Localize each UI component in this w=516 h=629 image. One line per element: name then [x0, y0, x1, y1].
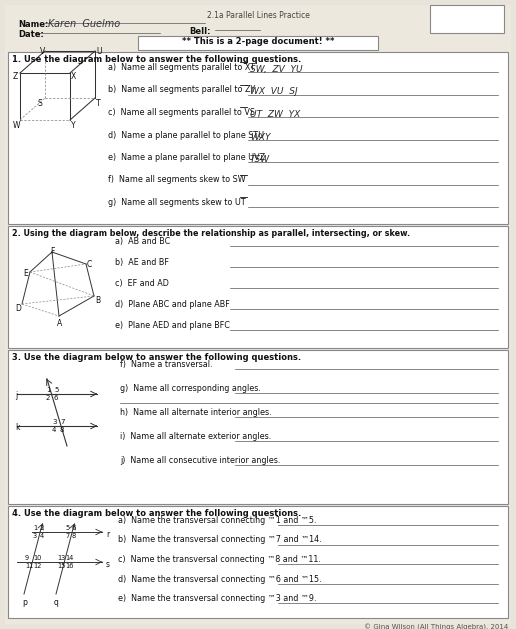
Text: 4: 4 [40, 533, 44, 539]
Text: 8: 8 [60, 427, 64, 433]
Text: g)  Name all corresponding angles.: g) Name all corresponding angles. [120, 384, 261, 393]
Text: D: D [15, 304, 21, 313]
Text: 6: 6 [54, 395, 58, 401]
Text: s: s [106, 560, 110, 569]
Text: 7: 7 [65, 533, 69, 539]
Text: Z: Z [13, 72, 18, 81]
Text: b)  AE and BF: b) AE and BF [115, 258, 169, 267]
Text: 9: 9 [25, 555, 29, 561]
Text: E: E [23, 269, 28, 278]
Text: 2. Using the diagram below, describe the relationship as parallel, intersecting,: 2. Using the diagram below, describe the… [12, 229, 410, 238]
Text: 1. Use the diagram below to answer the following questions.: 1. Use the diagram below to answer the f… [12, 55, 301, 64]
Text: r: r [106, 530, 109, 539]
Text: 5: 5 [65, 525, 69, 531]
Text: S: S [38, 99, 43, 108]
Text: j: j [15, 391, 17, 400]
Text: g)  Name all segments skew to UT: g) Name all segments skew to UT [108, 198, 246, 207]
Text: e)  Name the transversal connecting ™3 and ™9.: e) Name the transversal connecting ™3 an… [118, 594, 316, 603]
Text: a)  Name the transversal connecting ™1 and ™5.: a) Name the transversal connecting ™1 an… [118, 516, 316, 525]
Text: 12: 12 [33, 563, 41, 569]
Text: 5: 5 [54, 387, 58, 393]
Text: a)  AB and BC: a) AB and BC [115, 237, 170, 246]
Text: Bell:: Bell: [189, 27, 211, 36]
Text: j)  Name all consecutive interior angles.: j) Name all consecutive interior angles. [120, 456, 280, 465]
Text: f)  Name all segments skew to SW: f) Name all segments skew to SW [108, 175, 246, 184]
Bar [8, 226, 508, 348]
Text: F: F [50, 247, 54, 256]
Text: WXY: WXY [250, 133, 270, 142]
Text: 1: 1 [33, 525, 37, 531]
Bar [430, 5, 504, 33]
Text: 3: 3 [52, 419, 56, 425]
Text: 15: 15 [57, 563, 66, 569]
Text: 4: 4 [52, 427, 56, 433]
Text: k: k [15, 423, 20, 432]
Text: 3: 3 [33, 533, 37, 539]
Text: Karen  Guelmo: Karen Guelmo [48, 19, 120, 29]
Text: d)  Plane ABC and plane ABF: d) Plane ABC and plane ABF [115, 300, 230, 309]
Text: i)  Name all alternate exterior angles.: i) Name all alternate exterior angles. [120, 432, 271, 441]
Text: h)  Name all alternate interior angles.: h) Name all alternate interior angles. [120, 408, 271, 417]
Text: Y: Y [71, 121, 76, 130]
Text: ** This is a 2-page document! **: ** This is a 2-page document! ** [182, 37, 334, 46]
Text: Date:: Date: [18, 30, 44, 39]
Text: A: A [57, 319, 62, 328]
Text: T: T [96, 99, 101, 108]
Text: UT  ZW  YX: UT ZW YX [250, 110, 300, 119]
Text: W: W [13, 121, 21, 130]
Text: 11: 11 [25, 563, 33, 569]
Text: 1: 1 [46, 387, 51, 393]
Text: 10: 10 [33, 555, 41, 561]
Text: c)  Name the transversal connecting ™8 and ™11.: c) Name the transversal connecting ™8 an… [118, 555, 321, 564]
Text: 4. Use the diagram below to answer the following questions.: 4. Use the diagram below to answer the f… [12, 509, 301, 518]
Text: 2: 2 [46, 395, 51, 401]
Text: SW,  ZV  YU: SW, ZV YU [250, 65, 302, 74]
Text: B: B [95, 296, 100, 305]
Text: f)  Name a transversal.: f) Name a transversal. [120, 360, 213, 369]
Text: Name:: Name: [18, 20, 49, 29]
Text: 6: 6 [72, 525, 76, 531]
Text: U: U [96, 47, 102, 56]
Text: WX  VU  SJ: WX VU SJ [250, 87, 298, 96]
Text: 14: 14 [65, 555, 73, 561]
Text: p: p [22, 598, 27, 607]
Text: d)  Name the transversal connecting ™6 and ™15.: d) Name the transversal connecting ™6 an… [118, 574, 321, 584]
Text: 2.1a Parallel Lines Practice: 2.1a Parallel Lines Practice [206, 11, 310, 20]
Text: 13: 13 [57, 555, 65, 561]
Bar [8, 52, 508, 224]
Bar [8, 350, 508, 504]
Text: c)  Name all segments parallel to VS: c) Name all segments parallel to VS [108, 108, 255, 117]
Text: e)  Plane AED and plane BFC: e) Plane AED and plane BFC [115, 321, 230, 330]
Text: X: X [71, 72, 76, 81]
Text: C: C [87, 260, 92, 269]
Text: 8: 8 [72, 533, 76, 539]
Text: d)  Name a plane parallel to plane STU: d) Name a plane parallel to plane STU [108, 130, 264, 140]
Text: b)  Name the transversal connecting ™7 and ™14.: b) Name the transversal connecting ™7 an… [118, 535, 321, 545]
Text: TSW: TSW [250, 155, 270, 164]
Text: 16: 16 [65, 563, 73, 569]
Bar [138, 36, 378, 50]
Text: a)  Name all segments parallel to XT: a) Name all segments parallel to XT [108, 63, 255, 72]
Text: q: q [54, 598, 59, 607]
Text: 2: 2 [40, 525, 44, 531]
Text: e)  Name a plane parallel to plane UVZ: e) Name a plane parallel to plane UVZ [108, 153, 265, 162]
Text: 3. Use the diagram below to answer the following questions.: 3. Use the diagram below to answer the f… [12, 353, 301, 362]
Text: c)  EF and AD: c) EF and AD [115, 279, 169, 288]
Text: b)  Name all segments parallel to ZY: b) Name all segments parallel to ZY [108, 86, 255, 94]
Text: © Gina Wilson (All Things Algebra), 2014: © Gina Wilson (All Things Algebra), 2014 [364, 624, 508, 629]
Text: 7: 7 [60, 419, 64, 425]
Bar [8, 506, 508, 618]
Text: V: V [40, 47, 45, 56]
